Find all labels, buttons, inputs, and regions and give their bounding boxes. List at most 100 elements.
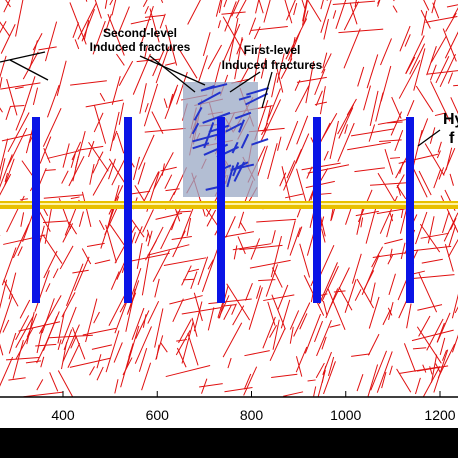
fracture xyxy=(15,0,24,37)
fracture xyxy=(143,83,159,127)
hydraulic-fracture xyxy=(406,117,414,303)
fracture xyxy=(418,170,432,196)
fracture xyxy=(70,336,77,349)
fracture xyxy=(208,298,252,305)
fracture xyxy=(356,373,364,392)
fracture xyxy=(218,295,230,319)
fracture xyxy=(384,238,403,245)
fracture xyxy=(271,72,278,98)
fracture xyxy=(4,172,9,182)
fracture xyxy=(108,185,124,215)
fracture xyxy=(320,0,324,10)
fracture xyxy=(344,124,348,134)
fracture xyxy=(433,349,449,393)
fracture xyxy=(85,99,124,108)
fracture xyxy=(323,150,329,161)
fracture xyxy=(294,85,310,113)
fracture xyxy=(295,346,308,373)
induced-fracture xyxy=(238,119,245,133)
fracture xyxy=(144,103,149,113)
fracture xyxy=(235,0,247,19)
fracture xyxy=(415,377,421,395)
fracture xyxy=(97,151,104,163)
fracture xyxy=(163,257,207,266)
fracture xyxy=(437,343,456,379)
fracture xyxy=(412,347,427,350)
fracture xyxy=(448,238,458,258)
fracture xyxy=(297,226,303,238)
fracture xyxy=(439,53,457,88)
fracture xyxy=(239,244,283,251)
fracture xyxy=(181,321,194,364)
fracture xyxy=(274,61,284,93)
fracture xyxy=(448,225,457,247)
fracture xyxy=(279,398,303,400)
fracture xyxy=(38,295,62,334)
fracture xyxy=(380,38,392,66)
fracture xyxy=(190,271,198,290)
hydraulic-fractures xyxy=(32,117,414,303)
fracture xyxy=(0,154,13,188)
fracture xyxy=(131,307,145,341)
fracture xyxy=(442,148,456,176)
fracture xyxy=(93,311,100,324)
fracture xyxy=(118,60,134,87)
hydraulic-fracture xyxy=(124,117,132,303)
fracture xyxy=(144,127,186,133)
fracture xyxy=(224,386,253,393)
fracture xyxy=(415,211,428,245)
fracture xyxy=(426,46,437,76)
fracture xyxy=(406,99,415,117)
fracture xyxy=(412,245,452,252)
fracture xyxy=(239,221,247,232)
wellbore-highlight xyxy=(0,203,458,205)
fracture xyxy=(187,268,200,273)
fracture xyxy=(164,174,173,189)
fracture xyxy=(47,150,79,159)
fracture xyxy=(418,272,438,313)
fracture xyxy=(329,324,341,328)
fracture xyxy=(107,13,125,56)
fracture xyxy=(96,354,102,369)
fracture xyxy=(289,227,301,256)
fracture xyxy=(411,329,454,342)
fracture xyxy=(405,56,416,75)
fracture xyxy=(12,223,30,259)
fracture xyxy=(253,26,261,40)
fracture xyxy=(390,157,401,159)
fracture xyxy=(77,145,104,151)
fracture xyxy=(116,53,125,66)
fracture xyxy=(255,0,260,14)
fracture xyxy=(315,90,323,106)
fracture xyxy=(368,296,380,329)
fracture xyxy=(92,161,99,174)
fracture xyxy=(329,267,350,309)
fracture xyxy=(12,339,24,379)
fracture xyxy=(279,172,287,187)
fracture xyxy=(420,9,431,29)
fracture xyxy=(321,365,327,383)
fracture xyxy=(329,120,339,160)
induced-fractures xyxy=(191,83,270,191)
fracture xyxy=(42,234,63,264)
fracture xyxy=(61,306,77,345)
fracture xyxy=(420,232,449,239)
fracture xyxy=(381,371,387,389)
fracture xyxy=(431,0,436,14)
fracture xyxy=(15,316,34,348)
fracture xyxy=(92,163,112,196)
fracture xyxy=(398,59,421,99)
fracture xyxy=(98,219,105,231)
fracture xyxy=(255,285,261,299)
fracture xyxy=(270,236,282,278)
fracture xyxy=(178,319,192,344)
fracture xyxy=(44,311,60,347)
fracture xyxy=(232,305,245,326)
fracture xyxy=(271,294,286,330)
fracture xyxy=(175,330,191,356)
fracture xyxy=(17,246,23,257)
fracture xyxy=(301,162,341,171)
fracture xyxy=(202,32,211,56)
fracture xyxy=(307,0,322,22)
fracture xyxy=(136,242,143,269)
